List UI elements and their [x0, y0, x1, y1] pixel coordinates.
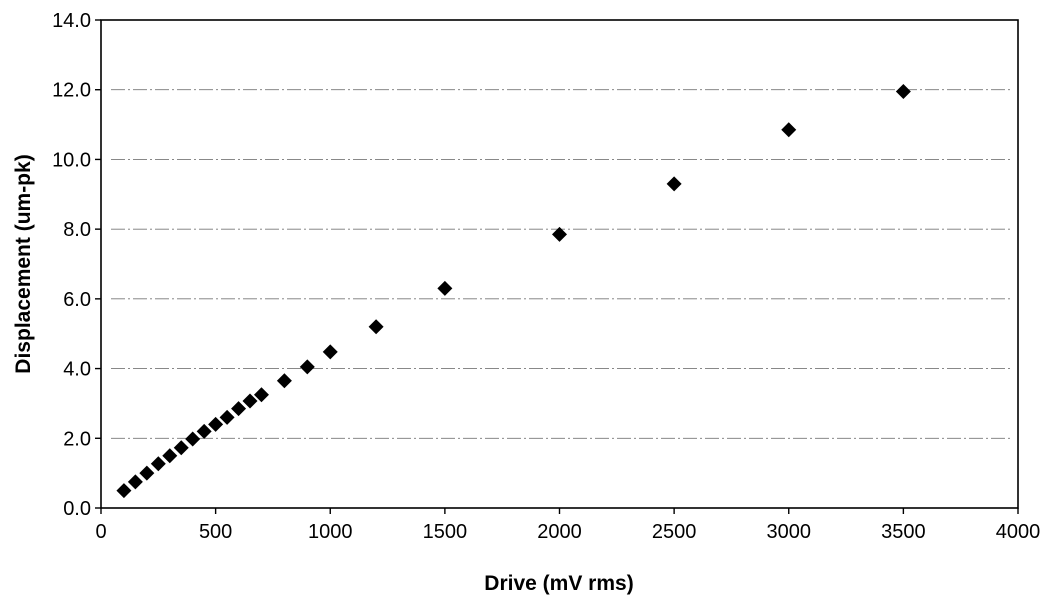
data-point — [253, 387, 269, 403]
y-tick-label: 6.0 — [63, 289, 91, 311]
data-point — [437, 280, 453, 296]
data-point — [895, 83, 911, 99]
y-tick-label: 4.0 — [63, 359, 91, 381]
y-tick-label: 2.0 — [63, 428, 91, 450]
y-tick-label: 10.0 — [52, 149, 91, 171]
data-point — [552, 226, 567, 242]
data-points — [116, 83, 911, 499]
x-tick-label: 500 — [199, 521, 232, 543]
data-point — [208, 416, 224, 432]
data-point — [162, 448, 178, 464]
y-tick-label: 8.0 — [63, 219, 91, 241]
data-point — [242, 393, 258, 409]
data-point — [127, 474, 143, 490]
x-axis: 0 500 1000 1500 2000 2500 3000 3500 4000 — [95, 508, 1040, 543]
y-axis-title: Displacement (um-pk) — [12, 154, 35, 373]
data-point — [781, 122, 797, 138]
x-tick-label: 0 — [95, 521, 106, 543]
y-axis: 0.0 2.0 4.0 6.0 8.0 10.0 12.0 14.0 — [52, 10, 101, 520]
plot-area — [100, 19, 1019, 509]
y-tick-label: 12.0 — [52, 80, 91, 102]
data-point — [231, 401, 247, 417]
data-point — [139, 465, 155, 481]
data-point — [196, 423, 212, 439]
x-tick-label: 3000 — [767, 521, 812, 543]
x-tick-label: 4000 — [996, 521, 1041, 543]
data-point — [185, 431, 201, 447]
data-point — [368, 319, 384, 335]
x-tick-label: 1500 — [423, 521, 468, 543]
x-axis-title: Drive (mV rms) — [484, 572, 633, 595]
data-point — [116, 483, 132, 499]
data-point — [150, 456, 166, 472]
grid-lines — [111, 89, 1010, 439]
y-tick-label: 0.0 — [63, 498, 91, 520]
data-point — [322, 344, 338, 360]
y-tick-label: 14.0 — [52, 10, 91, 32]
data-point — [666, 176, 682, 192]
x-tick-label: 1000 — [308, 521, 353, 543]
x-tick-label: 3500 — [881, 521, 926, 543]
data-point — [173, 440, 189, 456]
data-point — [276, 373, 292, 389]
data-point — [219, 409, 235, 425]
x-tick-label: 2500 — [652, 521, 697, 543]
x-tick-label: 2000 — [537, 521, 582, 543]
data-point — [299, 359, 315, 375]
